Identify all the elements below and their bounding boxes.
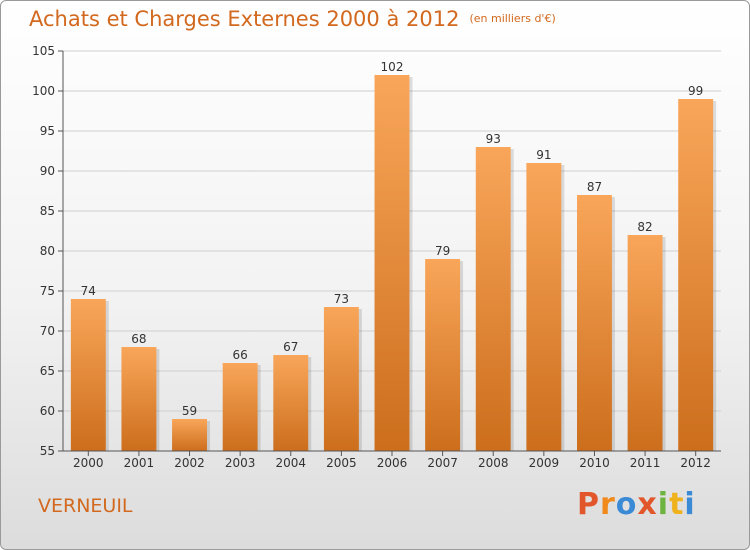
bar-2005[interactable] [323,307,359,451]
logo-letter: r [600,487,616,522]
y-tick-label: 90 [40,164,55,178]
bar-2004[interactable] [273,355,309,451]
y-tick-label: 95 [40,124,55,138]
logo-letter: i [684,487,696,522]
x-tick-label: 2002 [174,456,205,470]
x-tick-label: 2010 [579,456,610,470]
x-tick-label: 2008 [478,456,509,470]
logo-letter: t [669,487,685,522]
bar-2001[interactable] [121,347,157,451]
bar-2000[interactable] [70,299,106,451]
bar-2003[interactable] [222,363,258,451]
y-tick-label: 60 [40,404,55,418]
x-tick-label: 2011 [630,456,661,470]
logo-letter: o [615,487,638,522]
x-tick-label: 2004 [275,456,306,470]
bar-2010[interactable] [576,195,612,451]
chart-title: Achats et Charges Externes 2000 à 2012 (e… [29,7,556,31]
y-tick-label: 85 [40,204,55,218]
chart-subtitle: (en milliers d'€) [469,12,556,25]
y-tick-label: 75 [40,284,55,298]
bar-2009[interactable] [526,163,562,451]
bar-value-label: 67 [283,340,298,354]
y-tick-label: 55 [40,444,55,458]
bar-2006[interactable] [374,75,410,451]
x-tick-label: 2001 [124,456,155,470]
x-tick-label: 2007 [427,456,458,470]
bar-value-label: 79 [435,244,450,258]
bar-value-label: 68 [131,332,146,346]
bar-value-label: 73 [334,292,349,306]
axes: 55 60 65 70 75 80 85 90 95 100 105 2000 2001 2002 2003… [32,44,721,470]
y-tick-label: 70 [40,324,55,338]
x-tick-label: 2000 [73,456,104,470]
logo-letter: x [637,487,658,522]
y-tick-label: 105 [32,44,55,58]
logo-letter: i [657,487,670,522]
bar-value-label: 59 [182,404,197,418]
x-tick-label: 2005 [326,456,357,470]
bar-value-label: 99 [688,84,703,98]
bar-value-label: 93 [486,132,501,146]
bar-value-label: 82 [637,220,652,234]
bar-2007[interactable] [425,259,461,451]
chart-title-text: Achats et Charges Externes 2000 à 2012 [29,7,460,31]
x-tick-label: 2009 [529,456,560,470]
y-tick-label: 80 [40,244,55,258]
bar-value-label: 66 [233,348,248,362]
commune-name: VERNEUIL [38,495,133,517]
x-tick-label: 2006 [377,456,408,470]
y-tick-label: 100 [32,84,55,98]
x-tick-label: 2012 [680,456,711,470]
bar-2011[interactable] [627,235,663,451]
bar-value-label: 102 [381,60,404,74]
bar-value-label: 87 [587,180,602,194]
bars: 74 68 59 66 67 73 102 79 93 91 87 82 99 [70,60,717,451]
bar-2008[interactable] [475,147,511,451]
proxiti-logo[interactable]: Proxiti [577,487,696,522]
logo-letter: P [577,487,600,522]
bar-2012[interactable] [678,99,714,451]
y-tick-label: 65 [40,364,55,378]
bar-value-label: 74 [81,284,96,298]
x-tick-label: 2003 [225,456,256,470]
bar-value-label: 91 [536,148,551,162]
bar-2002[interactable] [172,419,208,451]
